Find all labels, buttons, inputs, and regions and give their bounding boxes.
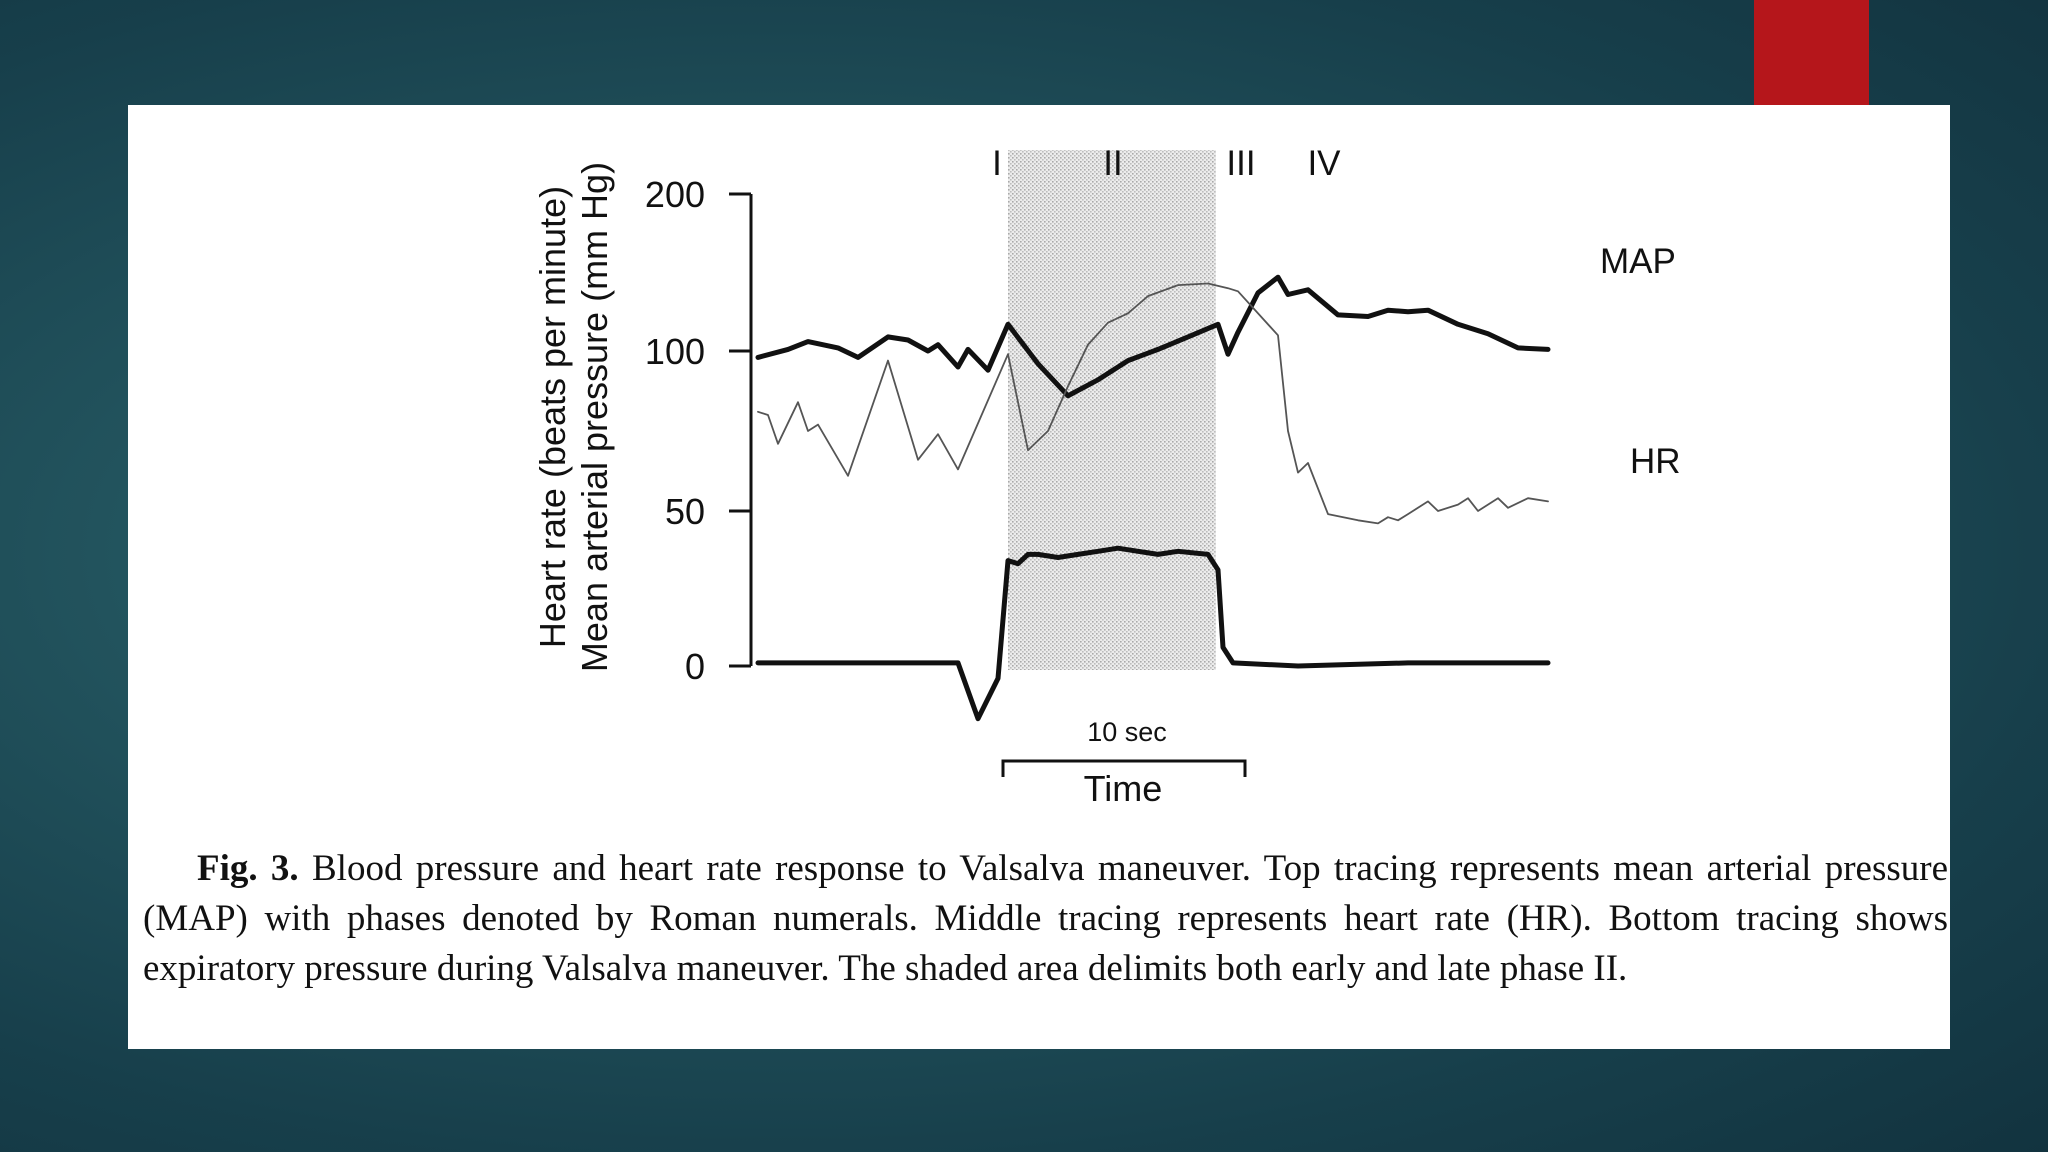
phase-label-iii: III bbox=[1226, 144, 1255, 183]
series-line-hr bbox=[757, 282, 1549, 525]
phase-label-iv: IV bbox=[1307, 144, 1341, 183]
caption-lead: Fig. 3. bbox=[197, 848, 299, 889]
time-scale-bar bbox=[1001, 759, 1247, 777]
series-line-expiratory-pressure bbox=[755, 545, 1551, 722]
phase-ii-shaded-area bbox=[1008, 150, 1216, 670]
x-axis-title: Time bbox=[1084, 768, 1163, 805]
series-label-map: MAP bbox=[1600, 242, 1676, 281]
time-scale-label: 10 sec bbox=[1087, 717, 1167, 747]
series-line-map bbox=[755, 274, 1551, 399]
caption-text: Blood pressure and heart rate response t… bbox=[143, 848, 1948, 989]
valsalva-chart: 0 50 100 200 Heart rate (beats per minute) Me… bbox=[532, 144, 1681, 805]
accent-bar bbox=[1754, 0, 1869, 105]
series-label-hr: HR bbox=[1630, 442, 1681, 481]
y-axis-title-heart-rate: Heart rate (beats per minute) bbox=[532, 186, 573, 648]
y-tick-label-0: 0 bbox=[685, 646, 705, 687]
y-tick-label-100: 100 bbox=[645, 331, 705, 372]
y-tick-label-50: 50 bbox=[665, 491, 705, 532]
phase-label-i: I bbox=[992, 144, 1002, 183]
y-axis-title-map: Mean arterial pressure (mm Hg) bbox=[574, 162, 615, 672]
figure-panel: 0 50 100 200 Heart rate (beats per minute) Me… bbox=[128, 105, 1950, 1049]
phase-label-ii: II bbox=[1103, 144, 1122, 183]
figure-caption: Fig. 3. Blood pressure and heart rate re… bbox=[143, 844, 1948, 994]
y-tick-label-200: 200 bbox=[645, 174, 705, 215]
